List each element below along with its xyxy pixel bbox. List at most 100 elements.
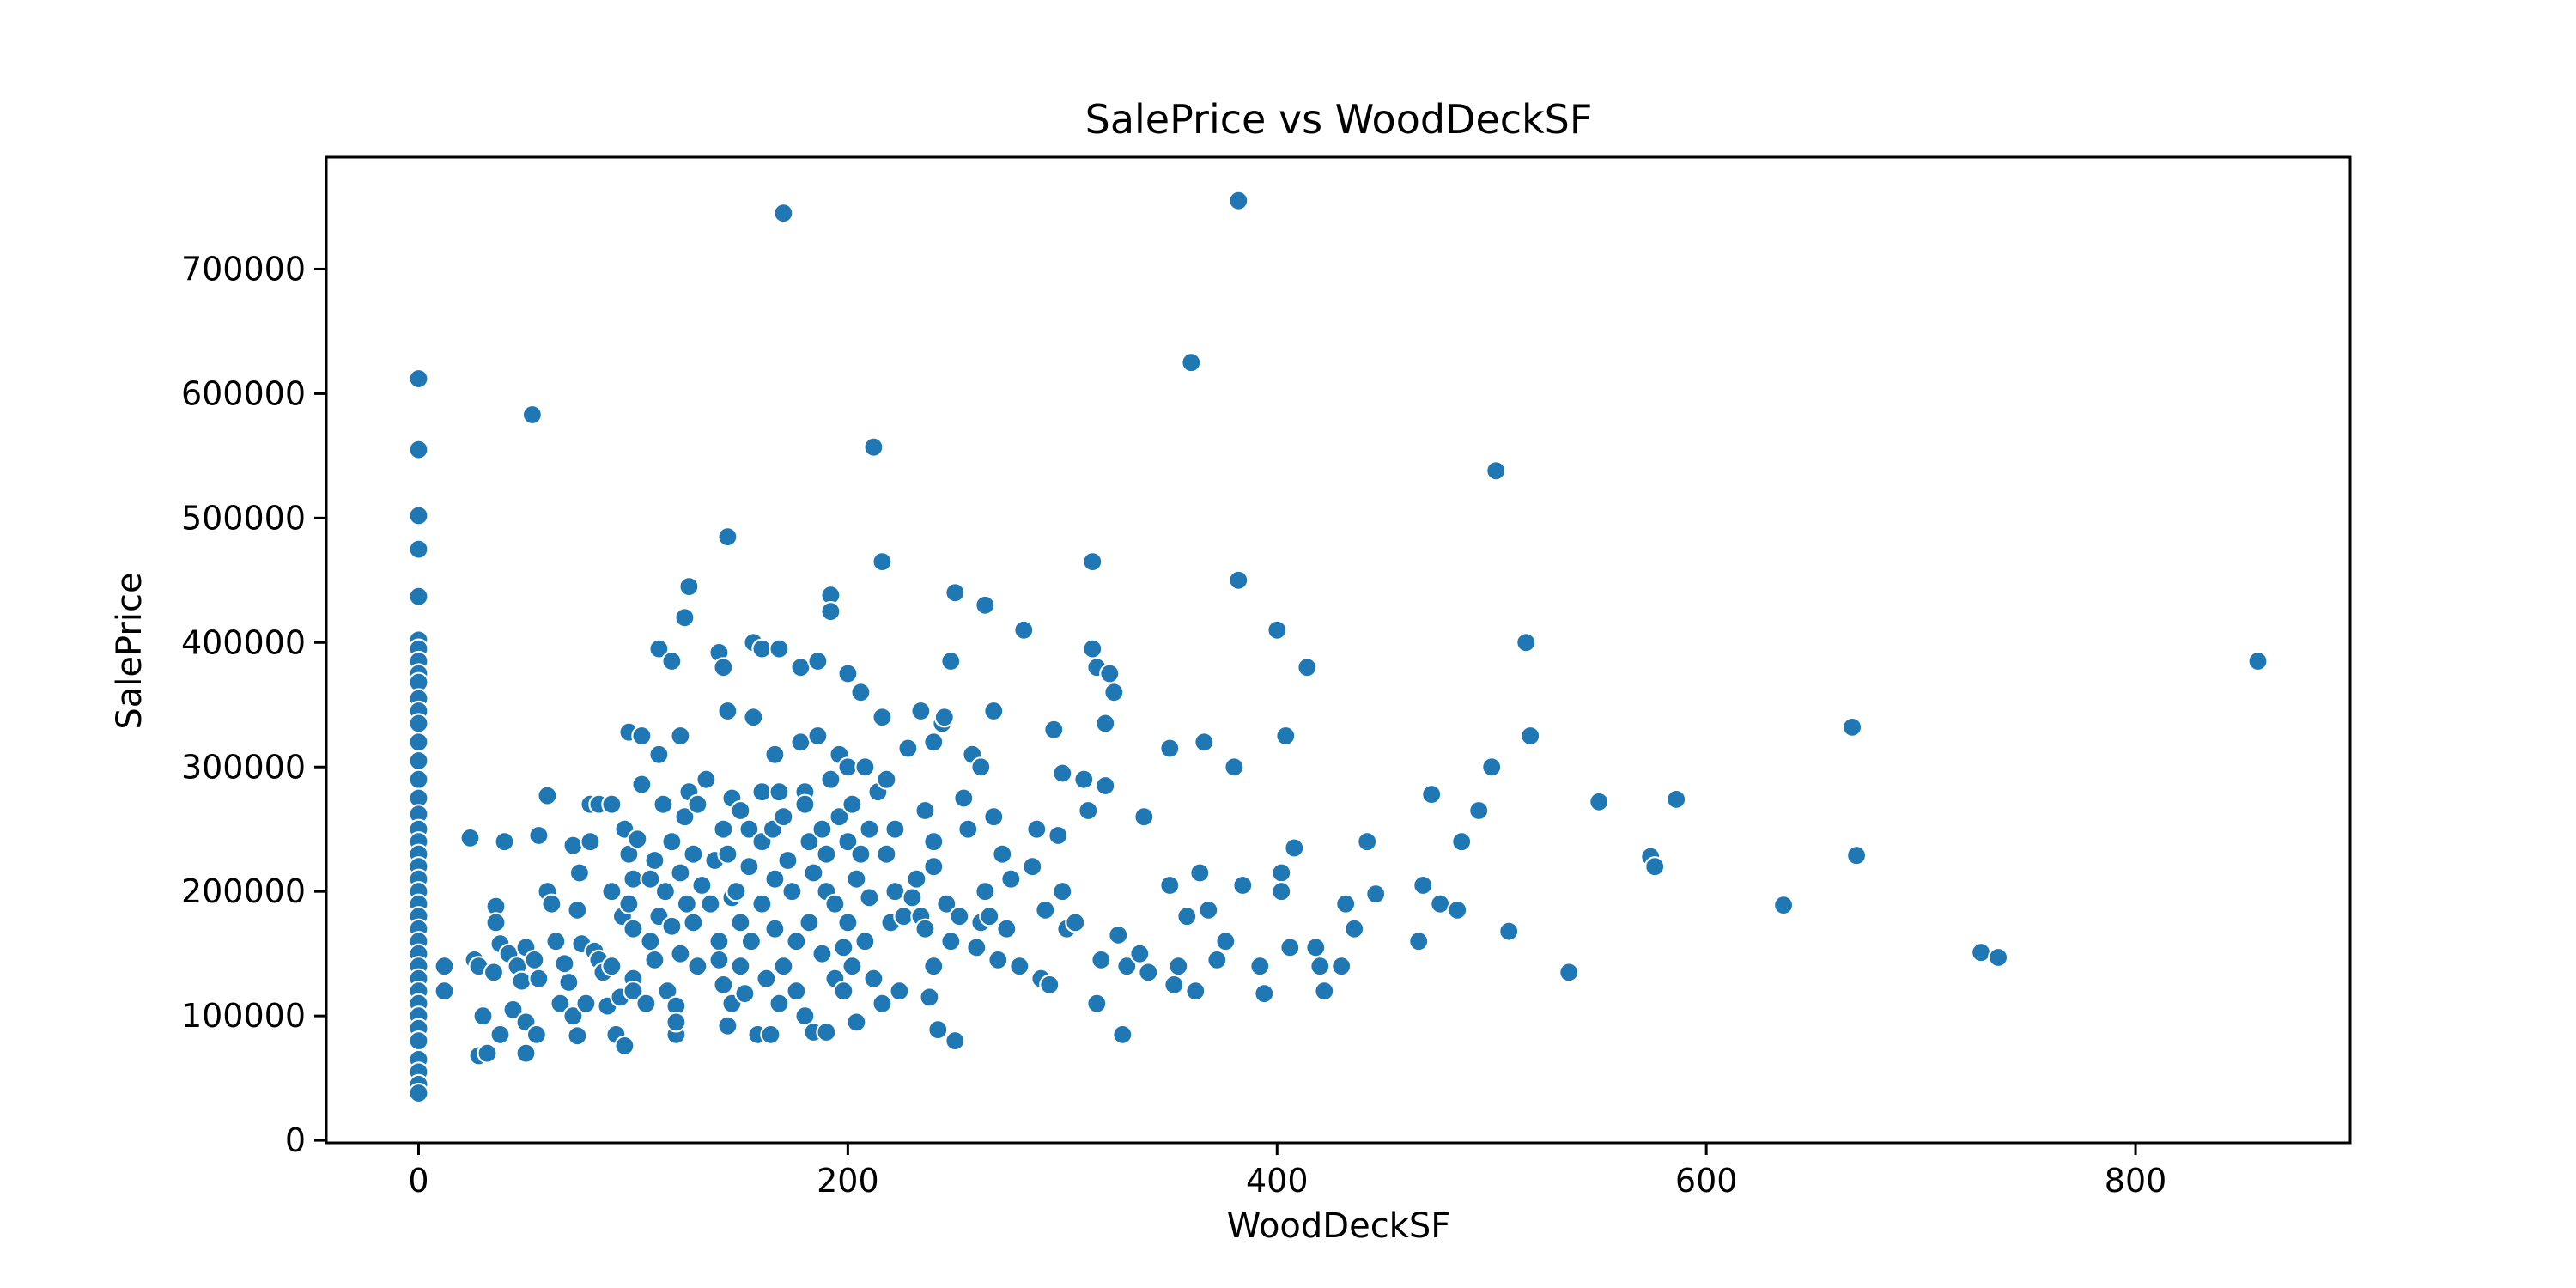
data-point — [914, 799, 936, 822]
data-point — [1073, 769, 1095, 790]
data-point — [1413, 874, 1434, 896]
data-point — [807, 650, 829, 672]
data-point — [872, 707, 893, 728]
data-point — [730, 799, 751, 822]
data-point — [975, 881, 996, 902]
data-point — [477, 1042, 498, 1064]
data-point — [708, 931, 730, 952]
data-point — [807, 725, 829, 747]
data-point — [859, 818, 880, 840]
data-points — [408, 190, 2269, 1104]
data-point — [987, 949, 1009, 971]
data-point — [1271, 881, 1292, 902]
data-point — [687, 956, 708, 977]
data-point — [837, 831, 859, 853]
data-point — [1644, 856, 1666, 878]
data-point — [717, 700, 738, 722]
data-point — [769, 781, 790, 803]
data-point — [833, 937, 854, 958]
data-point — [618, 893, 640, 914]
data-point — [816, 843, 837, 865]
data-point — [526, 1024, 548, 1046]
data-point — [1481, 756, 1503, 778]
data-point — [541, 893, 562, 914]
data-point — [1099, 663, 1121, 684]
data-point — [674, 607, 696, 629]
data-point — [1052, 762, 1073, 784]
data-point — [1091, 949, 1112, 971]
data-point — [511, 970, 532, 992]
data-point — [1249, 956, 1271, 977]
data-point — [1842, 716, 1863, 738]
data-point — [1013, 619, 1035, 641]
y-tick-label: 100000 — [181, 997, 306, 1035]
y-axis-ticks: 0 100000 200000 300000 400000 500000 600000 700… — [181, 250, 326, 1159]
data-point — [700, 893, 721, 914]
x-tick-label: 400 — [1246, 1162, 1309, 1200]
data-point — [1430, 893, 1451, 914]
data-point — [945, 1030, 966, 1052]
data-point — [683, 912, 704, 933]
data-point — [1447, 899, 1468, 921]
data-point — [528, 824, 550, 847]
data-point — [863, 968, 884, 989]
data-point — [1112, 1024, 1133, 1046]
data-point — [408, 713, 429, 734]
data-point — [850, 682, 872, 703]
data-point — [1194, 732, 1215, 753]
data-point — [670, 943, 691, 964]
data-point — [1314, 981, 1335, 1002]
data-point — [558, 971, 580, 993]
data-point — [623, 981, 644, 1002]
data-point — [408, 439, 429, 460]
data-point — [781, 881, 803, 902]
data-point — [1451, 831, 1473, 853]
data-point — [661, 831, 683, 853]
data-point — [485, 912, 507, 933]
data-point — [1516, 632, 1537, 653]
chart-title: SalePrice vs WoodDeckSF — [1085, 96, 1593, 143]
data-point — [1224, 756, 1245, 778]
data-point — [1408, 931, 1430, 952]
data-point — [983, 806, 1005, 828]
data-point — [837, 663, 859, 684]
data-point — [773, 956, 794, 977]
data-point — [521, 404, 544, 426]
data-point — [434, 956, 455, 977]
data-point — [794, 793, 816, 815]
data-point — [820, 769, 841, 790]
x-axis-ticks: 0 200 400 600 800 — [408, 1143, 2166, 1200]
data-point — [575, 993, 597, 1014]
data-point — [751, 638, 773, 659]
data-point — [1331, 956, 1352, 977]
data-point — [1138, 962, 1159, 983]
data-point — [945, 582, 966, 604]
data-point — [554, 953, 575, 975]
data-point — [799, 912, 820, 933]
data-point — [601, 956, 623, 977]
data-point — [992, 843, 1013, 865]
data-point — [1206, 949, 1228, 971]
data-point — [567, 899, 588, 921]
data-point — [1095, 713, 1116, 734]
data-point — [696, 769, 717, 790]
data-point — [837, 756, 859, 778]
data-point — [769, 993, 790, 1014]
data-point — [713, 818, 734, 840]
data-point — [1116, 956, 1138, 977]
data-point — [751, 893, 773, 914]
data-point — [966, 937, 987, 958]
data-point — [653, 793, 674, 815]
data-point — [910, 700, 932, 722]
data-point — [1485, 460, 1507, 482]
x-tick-label: 0 — [408, 1162, 428, 1200]
data-point — [1176, 906, 1198, 927]
data-point — [408, 750, 429, 772]
data-point — [764, 918, 786, 939]
x-tick-label: 200 — [817, 1162, 879, 1200]
data-point — [623, 868, 644, 890]
y-tick-label: 400000 — [181, 623, 306, 661]
data-point — [661, 650, 683, 672]
